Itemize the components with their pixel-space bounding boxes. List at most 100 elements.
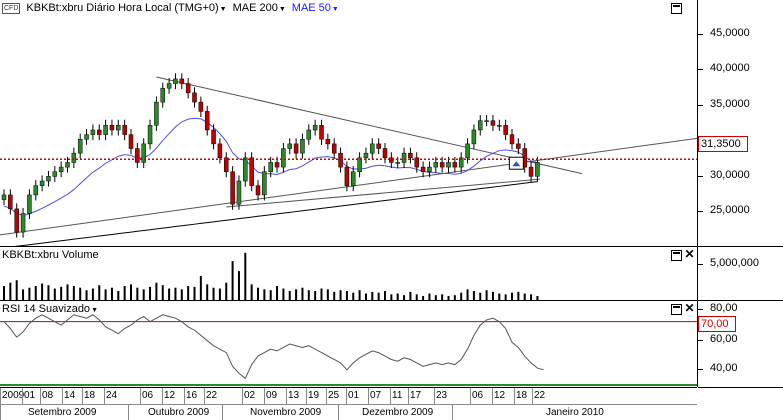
candle-down bbox=[338, 152, 343, 168]
candle-up bbox=[471, 129, 477, 145]
month-label: Setembro 2009 bbox=[28, 407, 97, 418]
candle-down bbox=[408, 152, 413, 159]
volume-plot-area[interactable]: KBKBt:xbru Volume ✕ bbox=[0, 246, 698, 301]
candle-down bbox=[179, 78, 185, 84]
date-tick bbox=[82, 388, 83, 404]
time-axis-divider bbox=[0, 404, 697, 405]
date-tick bbox=[390, 388, 391, 404]
volume-header: KBKBt:xbru Volume bbox=[2, 249, 99, 261]
volume-bar bbox=[466, 289, 469, 301]
candle-up bbox=[363, 152, 369, 159]
date-tick bbox=[408, 388, 409, 404]
volume-bar bbox=[453, 295, 456, 301]
volume-bar bbox=[358, 290, 361, 301]
volume-bar bbox=[530, 294, 533, 301]
candle-up bbox=[427, 166, 432, 172]
date-tick-label: 06 bbox=[142, 390, 154, 401]
date-tick bbox=[242, 388, 243, 404]
date-tick bbox=[368, 388, 369, 404]
instrument-dropdown[interactable]: KBKBt:xbru Diário Hora Local (TMG+0)▼ bbox=[26, 2, 226, 14]
candle-up bbox=[46, 176, 51, 182]
last-price-marker: 31,3500 bbox=[698, 136, 748, 152]
close-icon[interactable]: ✕ bbox=[684, 247, 695, 261]
candle-down bbox=[135, 148, 140, 163]
month-separator bbox=[128, 404, 129, 420]
y-tick bbox=[698, 176, 703, 177]
volume-bar bbox=[301, 287, 304, 301]
candle-down bbox=[528, 166, 534, 177]
volume-bar bbox=[352, 292, 355, 301]
volume-bar bbox=[168, 288, 171, 301]
candle-down bbox=[211, 129, 216, 145]
date-tick-label: 16 bbox=[186, 390, 198, 401]
candle-up bbox=[401, 152, 407, 163]
date-tick-label: 11 bbox=[392, 390, 403, 401]
candle-up bbox=[58, 166, 64, 172]
price-chart-svg[interactable] bbox=[0, 0, 697, 246]
rsi-chart-svg[interactable] bbox=[0, 301, 697, 387]
volume-bar bbox=[98, 285, 101, 301]
volume-bar bbox=[123, 286, 126, 301]
volume-chart-svg[interactable] bbox=[0, 247, 697, 301]
close-icon[interactable]: ✕ bbox=[684, 301, 695, 315]
volume-bar bbox=[85, 290, 88, 301]
volume-bar bbox=[149, 286, 152, 301]
mae200-dropdown[interactable]: MAE 200▼ bbox=[233, 2, 286, 14]
candle-up bbox=[77, 138, 83, 154]
trend-line bbox=[226, 178, 541, 208]
date-tick bbox=[104, 388, 105, 404]
date-tick-label: 22 bbox=[206, 390, 218, 401]
mae200-line bbox=[14, 181, 538, 246]
rsi-dropdown[interactable]: RSI 14 Suavizado▼ bbox=[2, 303, 98, 315]
y-label: 5,000,000 bbox=[710, 257, 759, 269]
month-label: Janeiro 2010 bbox=[546, 407, 604, 418]
candle-up bbox=[20, 213, 26, 233]
rsi-plot-area[interactable]: RSI 14 Suavizado▼ ✕ bbox=[0, 300, 698, 387]
y-label: 80,00 bbox=[710, 302, 738, 314]
cfd-badge: CFD bbox=[2, 2, 21, 14]
price-plot-area[interactable]: CFD KBKBt:xbru Diário Hora Local (TMG+0)… bbox=[0, 0, 698, 246]
date-tick-label: 25 bbox=[328, 390, 340, 401]
volume-bar bbox=[231, 261, 234, 301]
date-tick-label: 02 bbox=[244, 390, 256, 401]
date-tick bbox=[22, 388, 23, 404]
minimize-pane-icon[interactable] bbox=[671, 3, 682, 14]
mae50-dropdown[interactable]: MAE 50▼ bbox=[292, 2, 339, 14]
volume-bar bbox=[225, 282, 228, 301]
volume-bar bbox=[371, 291, 374, 301]
volume-bar bbox=[28, 287, 31, 301]
time-axis-corner bbox=[698, 387, 783, 420]
date-tick bbox=[532, 388, 533, 404]
volume-bar bbox=[250, 284, 253, 301]
volume-bar bbox=[34, 286, 37, 301]
minimize-pane-icon[interactable] bbox=[671, 304, 682, 315]
event-marker-glyph bbox=[512, 161, 521, 167]
candle-down bbox=[274, 162, 280, 168]
minimize-pane-icon[interactable] bbox=[671, 250, 682, 261]
volume-bar bbox=[155, 282, 158, 301]
volume-bar bbox=[409, 291, 412, 301]
candle-up bbox=[90, 129, 96, 135]
candle-down bbox=[109, 125, 115, 131]
volume-bar bbox=[345, 291, 348, 301]
candle-up bbox=[236, 180, 242, 205]
volume-bar bbox=[460, 292, 463, 301]
rsi-level-marker: 70,00 bbox=[698, 316, 736, 332]
date-tick-label: 19 bbox=[308, 390, 320, 401]
volume-bar bbox=[364, 293, 367, 301]
volume-bar bbox=[326, 289, 329, 301]
volume-bar bbox=[104, 289, 107, 301]
y-tick bbox=[698, 211, 703, 212]
volume-bar bbox=[434, 295, 437, 301]
mae200-label: MAE 200 bbox=[232, 2, 278, 14]
volume-bar bbox=[60, 286, 63, 301]
volume-bar bbox=[377, 292, 380, 301]
instrument-label: KBKBt:xbru Diário Hora Local (TMG+0) bbox=[26, 2, 219, 14]
date-tick-label: 01 bbox=[348, 390, 360, 401]
trend-line bbox=[0, 137, 697, 236]
volume-bar bbox=[314, 291, 317, 301]
volume-bar bbox=[3, 286, 5, 301]
volume-bar bbox=[523, 293, 526, 301]
date-tick-label: 08 bbox=[42, 390, 54, 401]
